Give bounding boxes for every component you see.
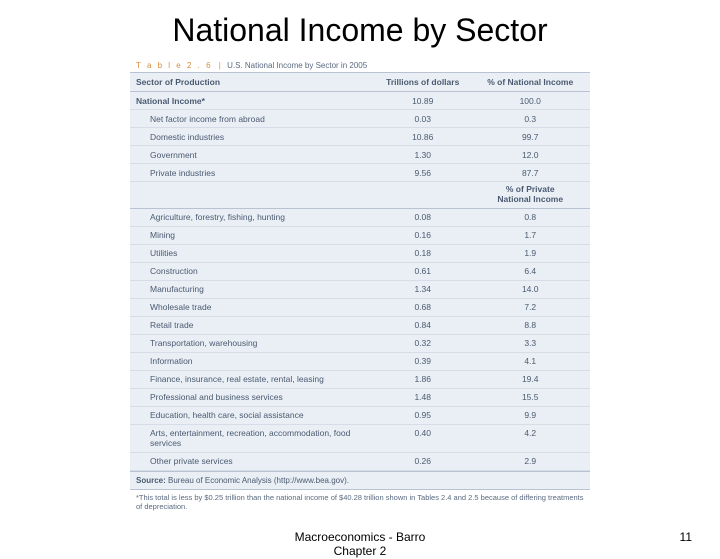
row-percent: 14.0	[476, 284, 584, 294]
table-row: Transportation, warehousing0.323.3	[130, 335, 590, 353]
table-row: Arts, entertainment, recreation, accommo…	[130, 425, 590, 453]
table-row: Other private services0.262.9	[130, 453, 590, 471]
col-header-dollars: Trillions of dollars	[369, 77, 477, 87]
row-percent: 1.7	[476, 230, 584, 240]
row-dollars: 1.30	[369, 150, 477, 160]
row-percent: 87.7	[476, 168, 584, 178]
footer-center: Macroeconomics - Barro Chapter 2	[295, 530, 426, 559]
table-separator: |	[219, 61, 221, 70]
row-dollars: 1.86	[369, 374, 477, 384]
footer-line1: Macroeconomics - Barro	[295, 530, 426, 544]
row-dollars: 0.40	[369, 428, 477, 448]
table-row: Agriculture, forestry, fishing, hunting0…	[130, 209, 590, 227]
row-percent: 12.0	[476, 150, 584, 160]
row-label: Net factor income from abroad	[136, 114, 369, 124]
row-label: Arts, entertainment, recreation, accommo…	[136, 428, 369, 448]
footnote: *This total is less by $0.25 trillion th…	[130, 490, 590, 516]
row-dollars: 1.34	[369, 284, 477, 294]
income-table: T a b l e 2 . 6 | U.S. National Income b…	[130, 57, 590, 515]
row-percent: 9.9	[476, 410, 584, 420]
table-number: T a b l e 2 . 6	[136, 61, 213, 70]
source-label: Source:	[136, 476, 166, 485]
row-dollars: 0.08	[369, 212, 477, 222]
table-row: National Income*10.89100.0	[130, 92, 590, 110]
source-row: Source: Bureau of Economic Analysis (htt…	[130, 471, 590, 490]
subheader-row: % of Private National Income	[130, 182, 590, 209]
row-percent: 7.2	[476, 302, 584, 312]
row-dollars: 0.95	[369, 410, 477, 420]
row-percent: 0.3	[476, 114, 584, 124]
row-label: Mining	[136, 230, 369, 240]
row-label: Professional and business services	[136, 392, 369, 402]
row-dollars: 9.56	[369, 168, 477, 178]
row-label: Finance, insurance, real estate, rental,…	[136, 374, 369, 384]
row-dollars: 0.32	[369, 338, 477, 348]
section-1: National Income*10.89100.0Net factor inc…	[130, 92, 590, 182]
row-dollars: 0.26	[369, 456, 477, 466]
row-percent: 4.2	[476, 428, 584, 448]
col-header-sector: Sector of Production	[136, 77, 369, 87]
table-header-row: Sector of Production Trillions of dollar…	[130, 72, 590, 92]
table-row: Education, health care, social assistanc…	[130, 407, 590, 425]
row-dollars: 0.39	[369, 356, 477, 366]
table-row: Finance, insurance, real estate, rental,…	[130, 371, 590, 389]
row-dollars: 10.86	[369, 132, 477, 142]
row-percent: 2.9	[476, 456, 584, 466]
row-label: Transportation, warehousing	[136, 338, 369, 348]
row-percent: 8.8	[476, 320, 584, 330]
table-row: Government1.3012.0	[130, 146, 590, 164]
row-dollars: 1.48	[369, 392, 477, 402]
row-label: Domestic industries	[136, 132, 369, 142]
table-row: Manufacturing1.3414.0	[130, 281, 590, 299]
col-header-percent: % of National Income	[476, 77, 584, 87]
row-percent: 6.4	[476, 266, 584, 276]
row-dollars: 0.68	[369, 302, 477, 312]
row-label: Manufacturing	[136, 284, 369, 294]
row-percent: 0.8	[476, 212, 584, 222]
row-dollars: 0.61	[369, 266, 477, 276]
row-label: National Income*	[136, 96, 369, 106]
table-row: Mining0.161.7	[130, 227, 590, 245]
table-row: Net factor income from abroad0.030.3	[130, 110, 590, 128]
row-percent: 1.9	[476, 248, 584, 258]
table-row: Domestic industries10.8699.7	[130, 128, 590, 146]
table-row: Utilities0.181.9	[130, 245, 590, 263]
table-row: Private industries9.5687.7	[130, 164, 590, 182]
row-percent: 4.1	[476, 356, 584, 366]
table-row: Information0.394.1	[130, 353, 590, 371]
row-label: Utilities	[136, 248, 369, 258]
table-row: Wholesale trade0.687.2	[130, 299, 590, 317]
section-2: Agriculture, forestry, fishing, hunting0…	[130, 209, 590, 471]
row-label: Government	[136, 150, 369, 160]
row-percent: 99.7	[476, 132, 584, 142]
row-label: Construction	[136, 266, 369, 276]
row-label: Private industries	[136, 168, 369, 178]
row-label: Wholesale trade	[136, 302, 369, 312]
row-dollars: 0.16	[369, 230, 477, 240]
row-percent: 3.3	[476, 338, 584, 348]
table-row: Construction0.616.4	[130, 263, 590, 281]
source-text: Bureau of Economic Analysis (http://www.…	[166, 476, 349, 485]
row-dollars: 0.03	[369, 114, 477, 124]
row-dollars: 0.84	[369, 320, 477, 330]
row-dollars: 0.18	[369, 248, 477, 258]
row-label: Education, health care, social assistanc…	[136, 410, 369, 420]
row-percent: 100.0	[476, 96, 584, 106]
row-percent: 15.5	[476, 392, 584, 402]
row-dollars: 10.89	[369, 96, 477, 106]
row-percent: 19.4	[476, 374, 584, 384]
table-caption: U.S. National Income by Sector in 2005	[227, 61, 367, 70]
table-row: Professional and business services1.4815…	[130, 389, 590, 407]
footer-line2: Chapter 2	[295, 544, 426, 558]
table-row: Retail trade0.848.8	[130, 317, 590, 335]
row-label: Agriculture, forestry, fishing, hunting	[136, 212, 369, 222]
subheader-line2: National Income	[476, 195, 584, 205]
table-caption-row: T a b l e 2 . 6 | U.S. National Income b…	[130, 57, 590, 72]
row-label: Other private services	[136, 456, 369, 466]
slide-title: National Income by Sector	[0, 0, 720, 57]
page-number: 11	[680, 530, 692, 544]
row-label: Retail trade	[136, 320, 369, 330]
row-label: Information	[136, 356, 369, 366]
